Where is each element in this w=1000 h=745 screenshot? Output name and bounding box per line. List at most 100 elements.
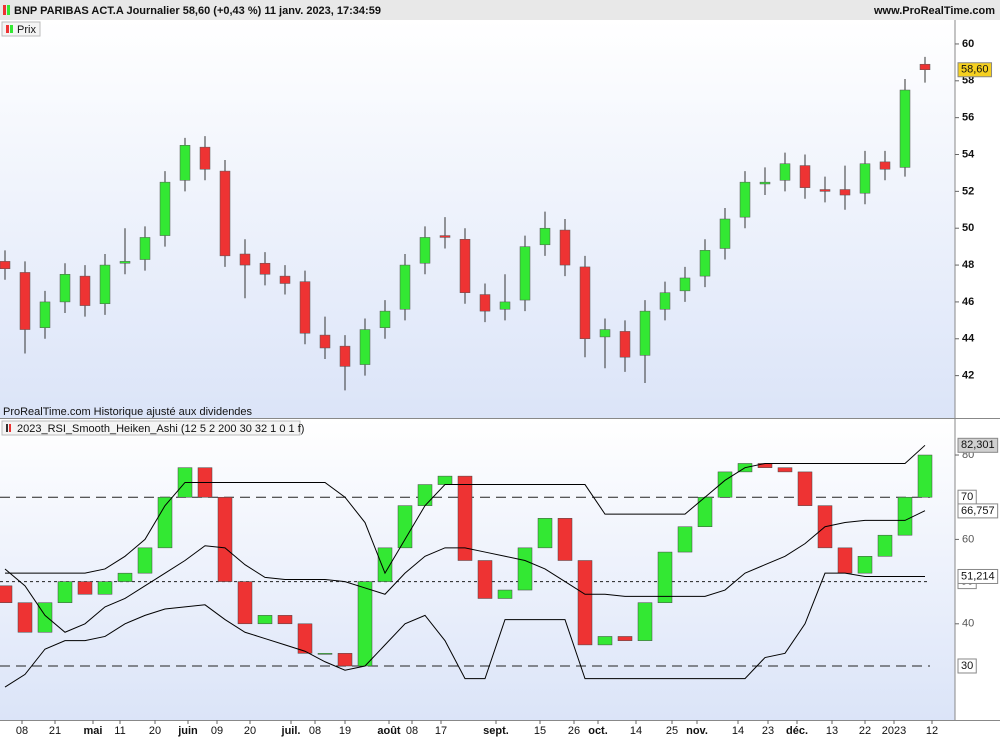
level-label: 30	[961, 660, 973, 672]
y-tick-label: 40	[962, 618, 974, 630]
ha-candle	[897, 496, 913, 536]
candle-body	[459, 239, 471, 293]
candle-body	[439, 235, 451, 238]
candle-body	[19, 272, 31, 330]
x-tick-label: 08	[16, 725, 28, 737]
candle-body	[299, 281, 311, 334]
last-price-label-box	[957, 62, 993, 78]
candle-body	[879, 161, 891, 170]
ha-candle	[77, 581, 93, 595]
x-tick-label: 22	[859, 725, 871, 737]
y-tick-label: 44	[962, 333, 975, 345]
legend-label: 2023_RSI_Smooth_Heiken_Ashi (12 5 2 200 …	[17, 423, 304, 435]
ha-candle	[437, 475, 453, 485]
ha-candle	[777, 467, 793, 473]
y-tick-label: 46	[962, 296, 974, 308]
ha-candle	[137, 547, 153, 574]
level-label: 70	[961, 491, 973, 503]
legend-icon	[9, 424, 11, 432]
candle-body	[399, 264, 411, 310]
legend-icon	[10, 25, 13, 33]
note: ProRealTime.com Historique ajusté aux di…	[3, 406, 253, 418]
ha-candle	[597, 636, 613, 646]
legend-icon	[6, 25, 9, 33]
ha-candle	[237, 581, 253, 625]
ha-candle	[17, 602, 33, 633]
last-price-label: 58,60	[961, 64, 989, 76]
candle-body	[219, 170, 231, 257]
candle-body	[919, 63, 931, 70]
x-tick-label: juin	[177, 725, 198, 737]
y-tick-label: 52	[962, 185, 974, 197]
ha-candle	[537, 518, 553, 549]
candle-body	[319, 334, 331, 349]
candle-body	[719, 218, 731, 249]
ha-candle	[917, 454, 933, 498]
x-tick-label: 23	[762, 725, 774, 737]
x-tick-label: 17	[435, 725, 447, 737]
legend-icon	[6, 424, 8, 432]
candle-body	[199, 146, 211, 170]
ha-candle	[677, 526, 693, 553]
candle-body	[79, 275, 91, 306]
ha-candle	[557, 518, 573, 561]
price-panel	[0, 20, 955, 418]
candle-body	[679, 277, 691, 292]
candle-body	[899, 89, 911, 168]
ha-candle	[117, 572, 133, 582]
ha-candle	[417, 484, 433, 506]
header-bar	[0, 0, 1000, 20]
ha-candle	[297, 623, 313, 654]
candle-body	[179, 145, 191, 181]
candle-body	[539, 227, 551, 246]
candle-body	[759, 181, 771, 185]
x-tick-label: 11	[114, 725, 125, 737]
x-tick-label: 14	[732, 725, 744, 737]
x-tick-label: mai	[84, 725, 103, 737]
candle-body	[819, 189, 831, 192]
candle-body	[419, 237, 431, 264]
y-tick-label: 42	[962, 370, 974, 382]
ha-candle	[357, 581, 373, 667]
y-tick-label: 58	[962, 75, 974, 87]
header-site: www.ProRealTime.com	[873, 5, 995, 17]
ha-candle	[57, 581, 73, 603]
candle-body	[59, 274, 71, 303]
y-tick-label: 48	[962, 259, 974, 271]
x-tick-label: 2023	[882, 725, 906, 737]
candle-body	[279, 275, 291, 284]
last-value-label-box	[957, 568, 999, 584]
candle-body	[119, 261, 131, 264]
candle-body	[579, 266, 591, 340]
candle-body	[379, 310, 391, 328]
last-value-label: 51,214	[961, 570, 995, 582]
ha-candle	[157, 496, 173, 549]
ha-candle	[257, 615, 273, 625]
candle-body	[599, 329, 611, 338]
ha-candle	[797, 471, 813, 506]
icon	[3, 5, 6, 15]
y-tick-label: 56	[962, 112, 974, 124]
candle-body	[799, 165, 811, 188]
candle-body	[699, 250, 711, 277]
candle-body	[859, 163, 871, 194]
x-tick-label: 09	[211, 725, 223, 737]
ha-candle	[97, 581, 113, 595]
y-tick-label: 54	[962, 148, 975, 160]
candle-body	[159, 181, 171, 236]
candle-body	[499, 301, 511, 310]
ha-candle	[0, 585, 13, 603]
ha-candle	[837, 547, 853, 574]
band-line	[4, 572, 925, 688]
x-tick-label: déc.	[786, 725, 808, 737]
x-tick-label: nov.	[686, 725, 708, 737]
ha-candle	[477, 560, 493, 599]
candle-body	[139, 237, 151, 260]
ha-candle	[397, 505, 413, 549]
ha-candle	[857, 556, 873, 574]
ha-candle	[577, 560, 593, 646]
x-tick-label: 13	[826, 725, 838, 737]
candle-body	[0, 261, 11, 270]
x-tick-label: 08	[406, 725, 418, 737]
x-tick-label: 14	[630, 725, 642, 737]
